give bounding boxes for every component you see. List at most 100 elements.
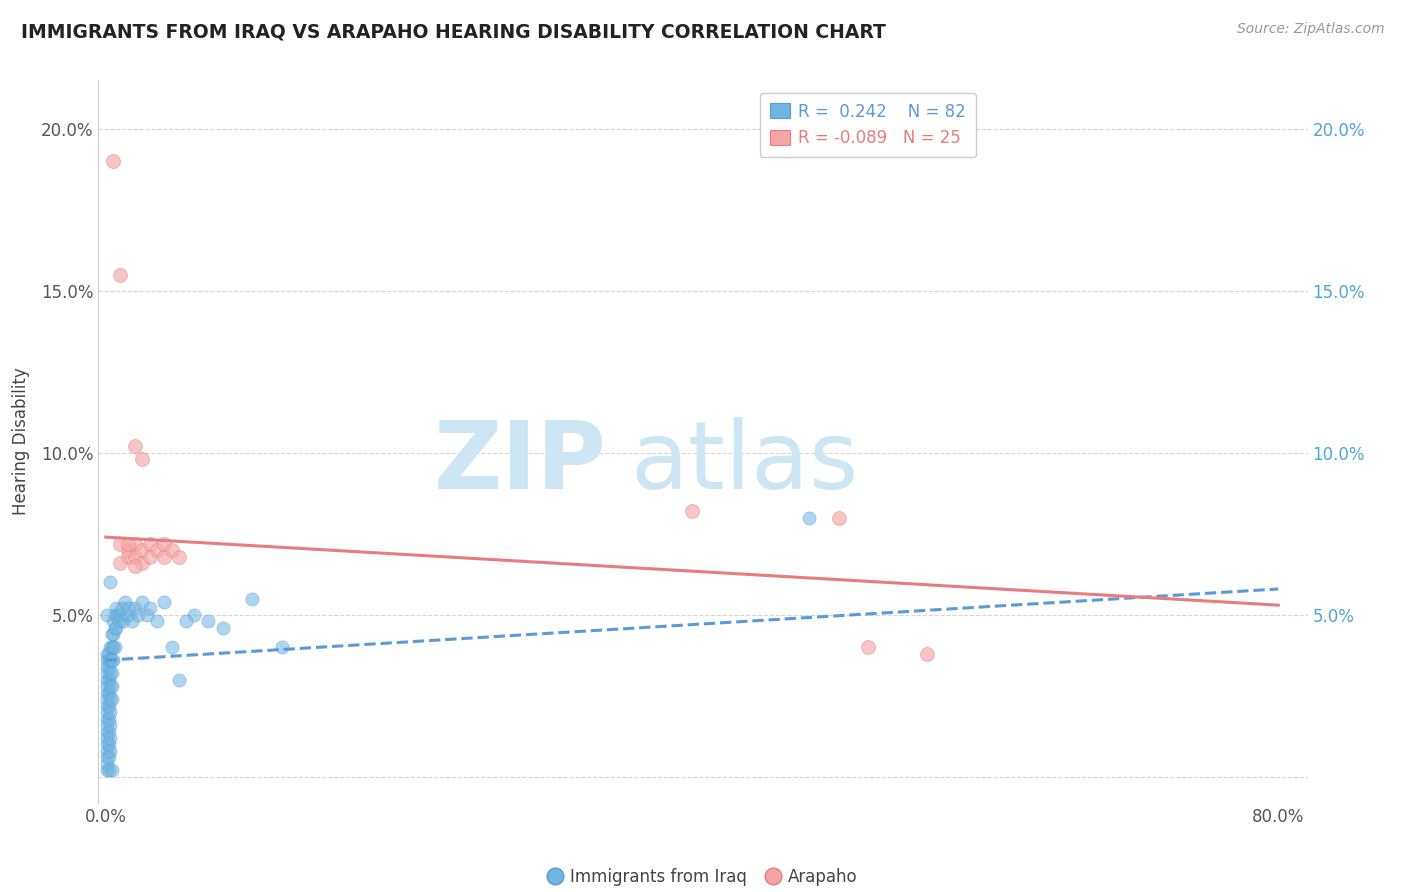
Point [96, 673, 118, 687]
Point [100, 666, 122, 681]
Point [146, 543, 169, 558]
Point [96, 712, 118, 726]
Point [100, 653, 122, 667]
Point [100, 692, 122, 706]
Point [96, 686, 118, 700]
Point [96, 731, 118, 745]
Point [131, 556, 153, 570]
Point [827, 510, 849, 524]
Point [97, 647, 120, 661]
Point [103, 640, 125, 655]
Point [915, 647, 938, 661]
Point [110, 556, 132, 570]
Point [96, 738, 118, 752]
Point [681, 504, 703, 518]
Point [135, 607, 157, 622]
Point [138, 601, 160, 615]
Point [97, 712, 120, 726]
Point [98, 666, 121, 681]
Point [124, 559, 146, 574]
Point [124, 549, 146, 564]
Point [197, 615, 219, 629]
Point [96, 679, 118, 693]
Point [98, 744, 121, 758]
Point [98, 718, 121, 732]
Point [153, 595, 176, 609]
Point [98, 640, 121, 655]
Point [160, 640, 183, 655]
Point [97, 673, 120, 687]
Point [799, 510, 821, 524]
Point [111, 601, 134, 615]
Point [100, 679, 122, 693]
Point [131, 452, 153, 467]
Point [127, 607, 149, 622]
Point [97, 686, 120, 700]
Point [117, 536, 139, 550]
Point [131, 543, 153, 558]
Point [110, 536, 132, 550]
Point [97, 659, 120, 673]
Point [105, 621, 128, 635]
Y-axis label: Hearing Disability: Hearing Disability [11, 368, 30, 516]
Point [96, 653, 118, 667]
Point [97, 764, 120, 778]
Point [97, 738, 120, 752]
Point [96, 692, 118, 706]
Point [103, 607, 125, 622]
Point [117, 543, 139, 558]
Point [121, 615, 143, 629]
Point [124, 601, 146, 615]
Point [97, 724, 120, 739]
Point [167, 673, 190, 687]
Point [96, 756, 118, 771]
Point [101, 154, 124, 169]
Point [103, 621, 125, 635]
Point [97, 653, 120, 667]
Point [96, 647, 118, 661]
Point [96, 764, 118, 778]
Point [167, 549, 190, 564]
Point [96, 698, 118, 713]
Point [101, 640, 124, 655]
Point [112, 615, 135, 629]
Point [212, 621, 235, 635]
Text: Source: ZipAtlas.com: Source: ZipAtlas.com [1237, 22, 1385, 37]
Point [183, 607, 205, 622]
Point [96, 724, 118, 739]
Point [100, 764, 122, 778]
Point [124, 536, 146, 550]
Point [98, 679, 121, 693]
Point [117, 549, 139, 564]
Point [98, 731, 121, 745]
Point [96, 718, 118, 732]
Point [100, 640, 122, 655]
Point [100, 627, 122, 641]
Point [98, 575, 121, 590]
Point [138, 536, 160, 550]
Point [105, 601, 128, 615]
Point [114, 595, 136, 609]
Point [270, 640, 292, 655]
Point [131, 595, 153, 609]
Point [96, 607, 118, 622]
Point [107, 607, 129, 622]
Point [138, 549, 160, 564]
Point [160, 543, 183, 558]
Text: ZIP: ZIP [433, 417, 606, 509]
Point [97, 698, 120, 713]
Point [96, 659, 118, 673]
Point [96, 705, 118, 719]
Legend: Immigrants from Iraq, Arapaho: Immigrants from Iraq, Arapaho [541, 862, 865, 892]
Point [101, 627, 124, 641]
Point [240, 591, 263, 606]
Point [110, 607, 132, 622]
Point [118, 601, 141, 615]
Point [176, 615, 198, 629]
Point [98, 705, 121, 719]
Point [101, 653, 124, 667]
Point [108, 615, 131, 629]
Point [856, 640, 879, 655]
Point [117, 607, 139, 622]
Point [110, 268, 132, 282]
